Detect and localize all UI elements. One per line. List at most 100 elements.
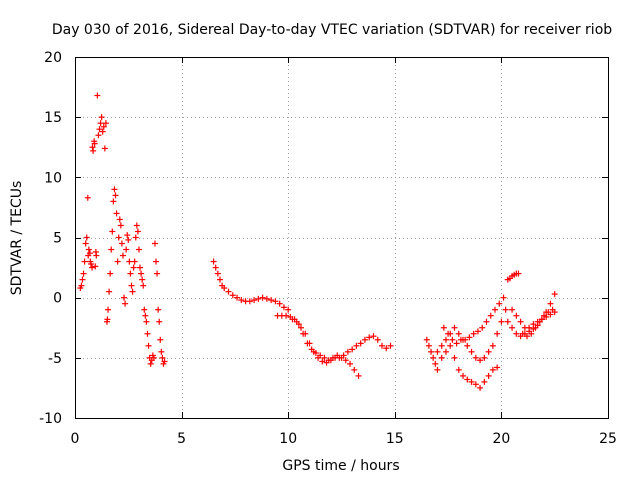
data-point	[355, 372, 362, 379]
data-point	[547, 300, 554, 307]
data-point	[130, 264, 137, 271]
data-point	[438, 342, 445, 349]
data-point	[285, 306, 292, 313]
data-point	[157, 336, 164, 343]
data-point	[153, 258, 160, 265]
data-point	[379, 342, 386, 349]
data-point	[229, 292, 236, 299]
data-point	[115, 234, 122, 241]
data-point	[92, 263, 99, 270]
data-point	[259, 294, 266, 301]
data-point	[133, 222, 140, 229]
data-point	[91, 140, 98, 147]
data-point	[509, 324, 516, 331]
data-point	[470, 330, 477, 337]
data-point	[272, 298, 279, 305]
data-point	[142, 312, 149, 319]
data-point	[357, 340, 364, 347]
chart-title: Day 030 of 2016, Sidereal Day-to-day VTE…	[52, 22, 612, 38]
data-point	[509, 306, 516, 313]
data-point	[151, 240, 158, 247]
data-point	[158, 348, 165, 355]
data-point	[89, 144, 96, 151]
data-point	[118, 240, 125, 247]
data-point	[462, 336, 469, 343]
data-point	[489, 366, 496, 373]
data-point	[464, 342, 471, 349]
x-tick-label: 25	[599, 431, 617, 447]
data-point	[112, 192, 119, 199]
y-tick-label: -10	[39, 411, 62, 427]
data-point	[141, 306, 148, 313]
data-point	[108, 246, 115, 253]
data-point	[428, 348, 435, 355]
data-point	[434, 348, 441, 355]
data-point	[144, 330, 151, 337]
data-point	[496, 300, 503, 307]
data-point	[306, 340, 313, 347]
data-point	[513, 330, 520, 337]
y-tick-label: 15	[44, 110, 62, 126]
data-point	[479, 324, 486, 331]
data-point	[98, 114, 105, 121]
data-point	[101, 145, 108, 152]
data-point	[500, 294, 507, 301]
data-point	[523, 333, 530, 340]
data-point	[551, 291, 558, 298]
data-point	[97, 120, 104, 127]
data-point	[150, 354, 157, 361]
data-point	[336, 354, 343, 361]
data-point	[302, 330, 309, 337]
data-point	[468, 378, 475, 385]
data-point	[438, 354, 445, 361]
data-point	[515, 270, 522, 277]
data-point	[327, 357, 334, 364]
data-point	[445, 330, 452, 337]
data-point	[383, 345, 390, 352]
data-point	[216, 276, 223, 283]
x-tick-label: 5	[177, 431, 186, 447]
data-point	[517, 318, 524, 325]
data-point	[104, 316, 111, 323]
data-point	[145, 342, 152, 349]
data-point	[387, 342, 394, 349]
data-point	[283, 312, 290, 319]
y-tick-label: 5	[53, 231, 62, 247]
data-point	[315, 354, 322, 361]
data-point	[86, 250, 93, 257]
data-point	[81, 258, 88, 265]
data-point	[95, 132, 102, 139]
y-tick-label: -5	[48, 351, 62, 367]
data-point	[132, 234, 139, 241]
data-point	[107, 270, 114, 277]
data-point	[468, 348, 475, 355]
data-point	[128, 282, 135, 289]
x-axis-label: GPS time / hours	[282, 458, 399, 474]
data-point	[96, 126, 103, 133]
data-point	[528, 330, 535, 337]
data-point	[238, 297, 245, 304]
y-axis-label: SDTVAR / TECUs	[9, 181, 25, 296]
data-point	[549, 306, 556, 313]
data-point	[221, 285, 228, 292]
data-point	[155, 306, 162, 313]
data-point	[374, 336, 381, 343]
data-point	[139, 276, 146, 283]
data-point	[319, 358, 326, 365]
y-tick-labels: -10 -5 0 5 10 15 20	[39, 50, 62, 427]
data-point	[498, 318, 505, 325]
data-point	[353, 342, 360, 349]
data-point	[451, 324, 458, 331]
data-point	[366, 334, 373, 341]
data-point	[460, 372, 467, 379]
data-point	[80, 270, 87, 277]
y-tick-label: 0	[53, 291, 62, 307]
data-point	[430, 354, 437, 361]
data-point	[89, 264, 96, 271]
data-point	[483, 318, 490, 325]
data-point	[453, 340, 460, 347]
data-point	[126, 258, 133, 265]
data-point	[297, 324, 304, 331]
data-point	[131, 258, 138, 265]
data-point	[99, 128, 106, 135]
